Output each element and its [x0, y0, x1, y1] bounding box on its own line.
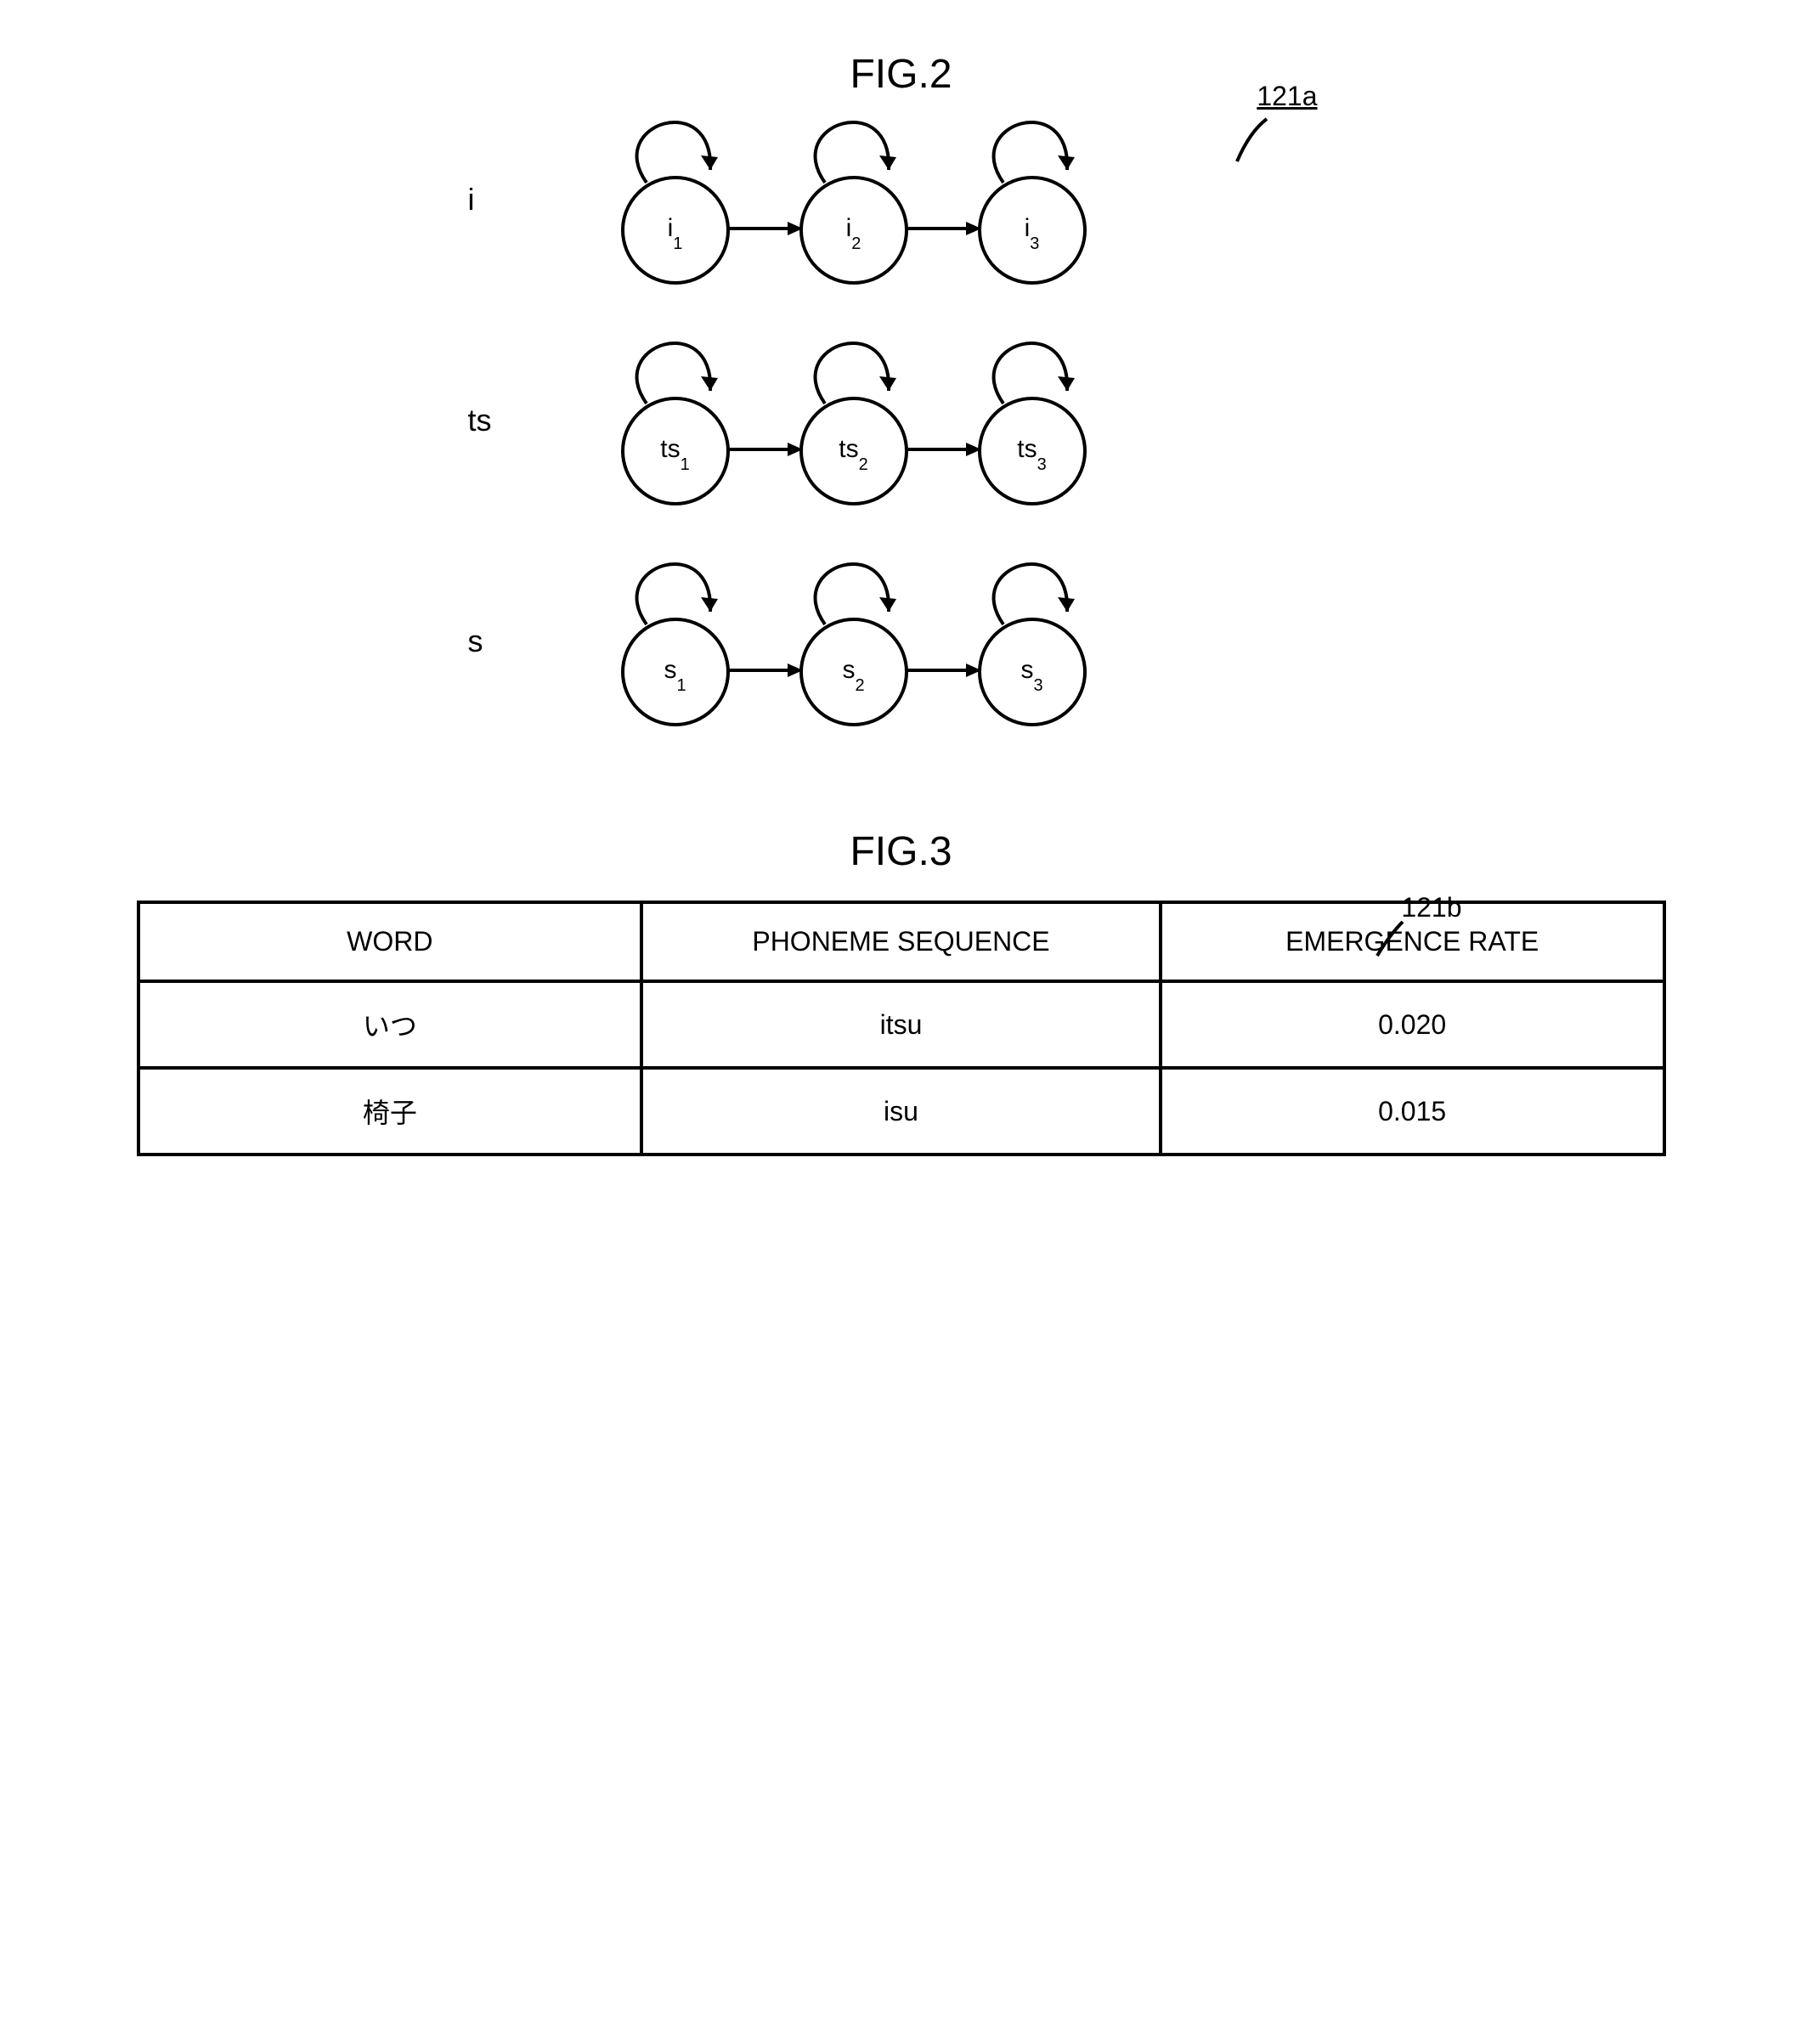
table-header-cell: WORD — [138, 902, 642, 981]
state-circle: i3 — [978, 176, 1087, 285]
state-circle: ts1 — [621, 397, 730, 505]
hmm-row-label: i — [434, 182, 604, 217]
state-circle: i2 — [799, 176, 908, 285]
hmm-state: s3 — [961, 556, 1139, 726]
fig2-ref-leader — [1224, 115, 1284, 166]
state-circle: s2 — [799, 618, 908, 726]
state-label: i2 — [846, 214, 861, 247]
state-circle: ts3 — [978, 397, 1087, 505]
state-label: ts2 — [839, 435, 867, 468]
table-cell: 椅子 — [138, 1068, 642, 1155]
state-label: ts3 — [1017, 435, 1046, 468]
hmm-row: s s1 s2 s3 — [434, 556, 1369, 726]
table-cell: 0.020 — [1161, 981, 1664, 1068]
hmm-row: ts ts1 ts2 ts3 — [434, 336, 1369, 505]
hmm-row-label: ts — [434, 403, 604, 438]
fig2-ref-label: 121a — [1257, 81, 1317, 112]
table-cell: 0.015 — [1161, 1068, 1664, 1155]
state-label: s1 — [664, 656, 686, 689]
table-cell: itsu — [641, 981, 1161, 1068]
state-circle: s1 — [621, 618, 730, 726]
table-row: 椅子isu0.015 — [138, 1068, 1664, 1155]
hmm-state: i3 — [961, 115, 1139, 285]
table-cell: いつ — [138, 981, 642, 1068]
state-label: i1 — [668, 214, 683, 247]
fig3-ref-leader — [1369, 918, 1411, 960]
table-cell: isu — [641, 1068, 1161, 1155]
fig3-table-wrap: 121b WORDPHONEME SEQUENCEEMERGENCE RATE … — [137, 901, 1666, 1156]
fig2-diagram: 121a i i1 i2 i3ts ts1 ts2 ts3s s1 s2 s3 — [434, 115, 1369, 726]
hmm-state: s2 — [782, 556, 961, 726]
state-label: ts1 — [660, 435, 689, 468]
state-label: i3 — [1025, 214, 1040, 247]
table-header-cell: PHONEME SEQUENCE — [641, 902, 1161, 981]
fig3-title: FIG.3 — [85, 828, 1717, 875]
phoneme-table: WORDPHONEME SEQUENCEEMERGENCE RATE いつits… — [137, 901, 1666, 1156]
fig2-title: FIG.2 — [85, 51, 1717, 98]
hmm-state: ts2 — [782, 336, 961, 505]
state-label: s2 — [842, 656, 864, 689]
state-circle: s3 — [978, 618, 1087, 726]
hmm-state: s1 — [604, 556, 782, 726]
hmm-state: i2 — [782, 115, 961, 285]
state-circle: i1 — [621, 176, 730, 285]
hmm-state: i1 — [604, 115, 782, 285]
state-circle: ts2 — [799, 397, 908, 505]
table-row: いつitsu0.020 — [138, 981, 1664, 1068]
state-label: s3 — [1020, 656, 1042, 689]
hmm-state: ts3 — [961, 336, 1139, 505]
hmm-state: ts1 — [604, 336, 782, 505]
hmm-row-label: s — [434, 624, 604, 659]
